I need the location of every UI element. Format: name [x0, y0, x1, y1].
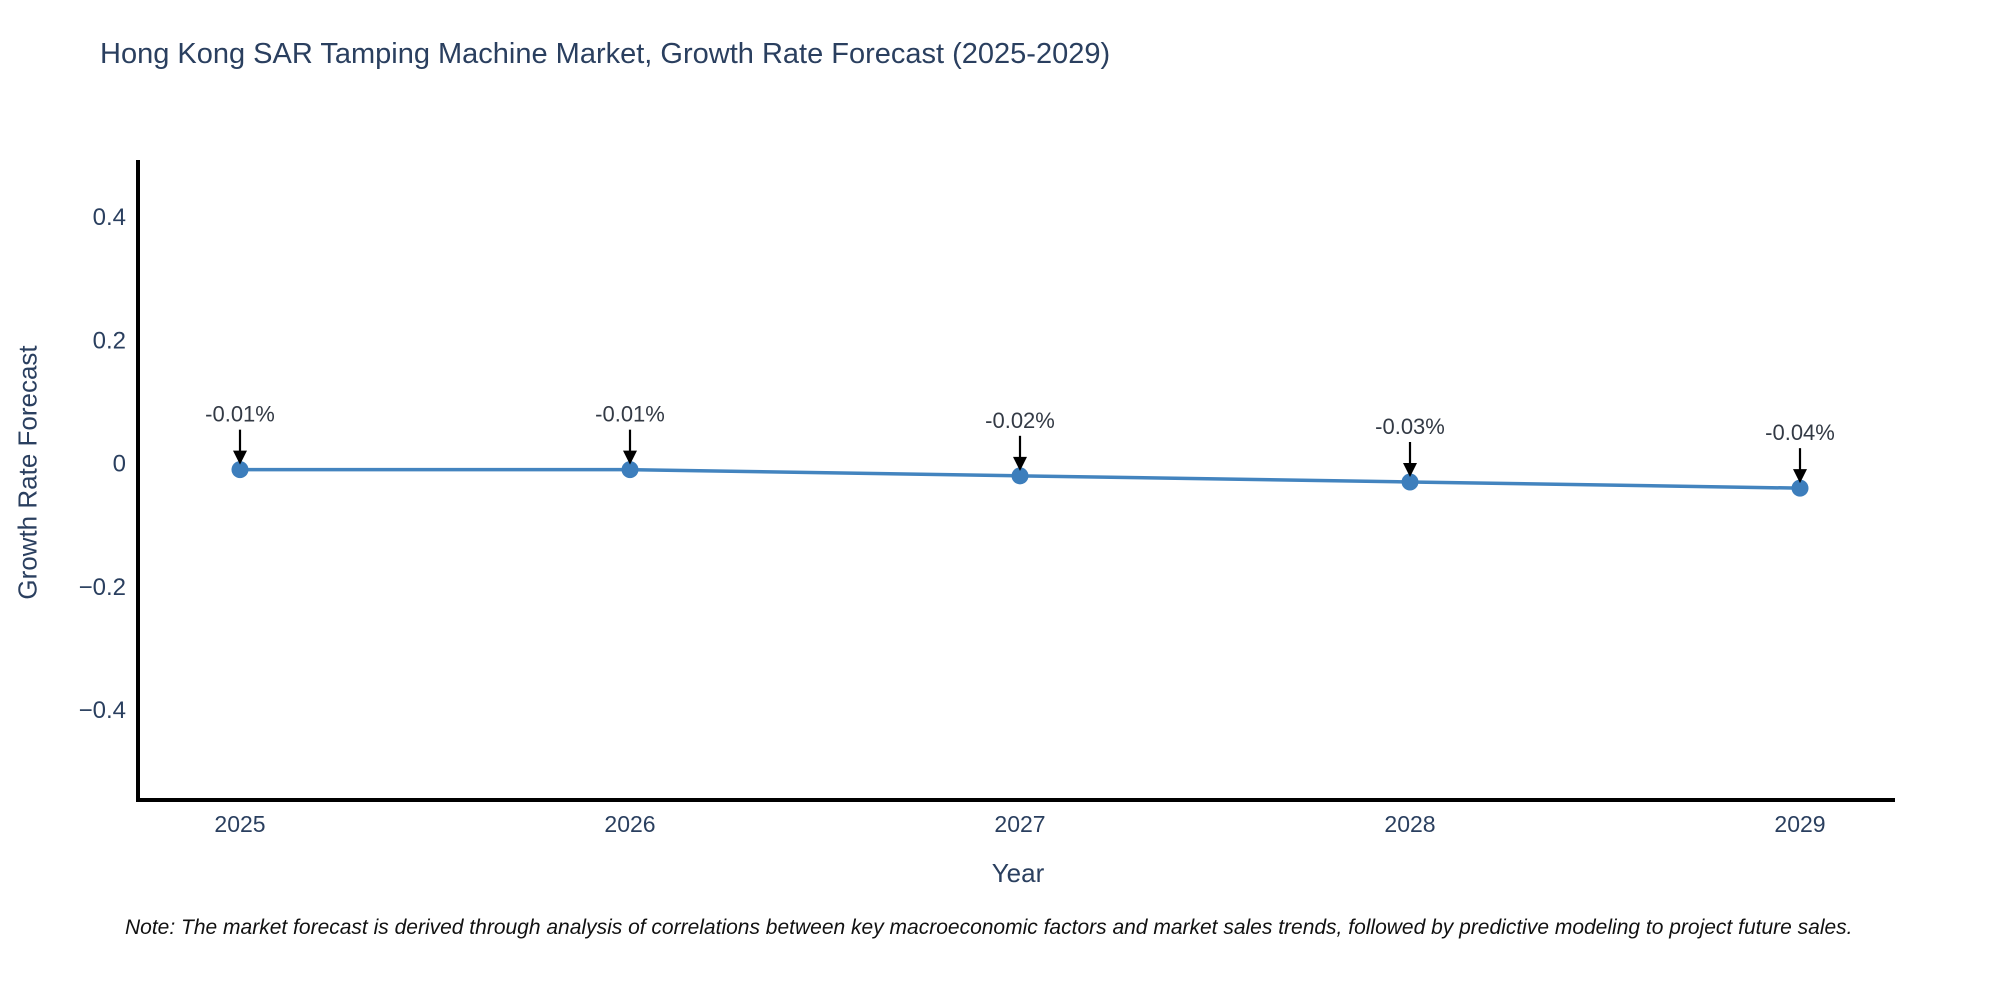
- annotation-arrowhead: [623, 450, 637, 465]
- data-point-marker: [621, 461, 639, 479]
- annotation-label: -0.01%: [595, 402, 665, 427]
- annotation-label: -0.02%: [985, 408, 1055, 433]
- y-tick-label: 0.4: [93, 204, 126, 231]
- annotation-arrowhead: [233, 450, 247, 465]
- x-tick-label: 2029: [1774, 811, 1825, 837]
- x-tick-label: 2026: [604, 811, 655, 837]
- chart-title: Hong Kong SAR Tamping Machine Market, Gr…: [100, 38, 1111, 70]
- x-tick-label: 2025: [214, 811, 265, 837]
- y-tick-label: −0.4: [79, 697, 126, 724]
- data-point-marker: [1791, 479, 1809, 497]
- data-point-marker: [231, 461, 249, 479]
- data-point-marker: [1401, 473, 1419, 491]
- x-tick-label: 2027: [994, 811, 1045, 837]
- annotation-arrowhead: [1013, 456, 1027, 471]
- footnote-text: Note: The market forecast is derived thr…: [125, 916, 1853, 939]
- annotation-label: -0.03%: [1375, 414, 1445, 439]
- x-tick-label: 2028: [1384, 811, 1435, 837]
- annotation-arrowhead: [1793, 469, 1807, 484]
- y-tick-label: 0: [113, 451, 126, 478]
- x-axis-title: Year: [991, 858, 1045, 888]
- annotation-arrowhead: [1403, 462, 1417, 477]
- annotation-label: -0.01%: [205, 402, 275, 427]
- data-point-marker: [1011, 467, 1029, 485]
- y-tick-label: −0.2: [79, 574, 126, 601]
- annotation-label: -0.04%: [1765, 420, 1835, 445]
- y-tick-label: 0.2: [93, 327, 126, 354]
